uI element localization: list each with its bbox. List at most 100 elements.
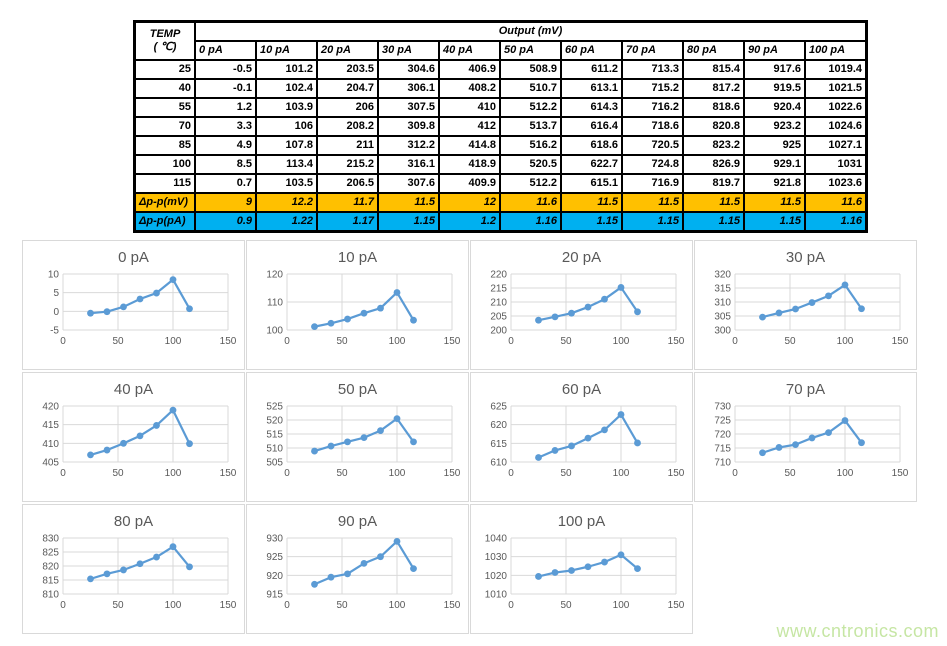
delta-value-cell: 11.5 xyxy=(377,192,440,213)
charts-grid: 0 pA -5 0 5 10 0 50 100 150 10 pA 100 110 120 0 50 100 1… xyxy=(22,240,926,634)
output-header-row: TEMP ( ℃) Output (mV) xyxy=(133,20,868,61)
chart-title: 70 pA xyxy=(785,381,826,398)
y-tick-label: 0 xyxy=(53,307,59,318)
x-tick-label: 50 xyxy=(112,468,124,479)
chart-70-pa: 70 pA 710 715 720 725 730 0 50 100 150 xyxy=(694,372,917,502)
delta-value-cell: 1.15 xyxy=(743,211,806,233)
output-value-cell: 819.7 xyxy=(682,173,745,194)
data-point-marker xyxy=(103,446,111,454)
y-tick-label: 710 xyxy=(714,458,731,469)
output-value-cell: 4.9 xyxy=(194,135,257,156)
data-point-marker xyxy=(327,573,335,581)
data-point-marker xyxy=(634,565,641,573)
chart-plot: 100 110 120 0 50 100 150 xyxy=(266,270,460,348)
table-row: 40 -0.1 102.4 204.7 306.1 408.2 510.7 613.1 715.… xyxy=(133,78,868,99)
data-point-marker xyxy=(808,434,816,442)
data-point-marker xyxy=(841,417,849,424)
output-value-cell: 615.1 xyxy=(560,173,623,194)
output-value-cell: 921.8 xyxy=(743,173,806,194)
output-value-cell: -0.5 xyxy=(194,59,257,80)
output-value-cell: 917.6 xyxy=(743,59,806,80)
output-table: TEMP ( ℃) Output (mV) 0 pA 10 pA 20 pA 30 p… xyxy=(133,20,868,233)
x-tick-label: 50 xyxy=(560,600,572,611)
data-point-marker xyxy=(377,304,384,312)
x-tick-label: 50 xyxy=(560,336,572,347)
output-value-cell: 1019.4 xyxy=(804,59,868,80)
x-tick-label: 50 xyxy=(784,336,796,347)
data-point-marker xyxy=(584,563,592,571)
delta-value-cell: 1.15 xyxy=(560,211,623,233)
output-value-cell: 412 xyxy=(438,116,501,137)
output-value-cell: 211 xyxy=(316,135,379,156)
output-value-cell: 215.2 xyxy=(316,154,379,175)
data-point-marker xyxy=(792,441,799,449)
data-point-marker xyxy=(136,560,144,568)
x-tick-label: 0 xyxy=(284,468,290,479)
chart-plot: 200 205 210 215 220 0 50 100 150 xyxy=(490,270,684,348)
x-tick-label: 0 xyxy=(284,336,290,347)
data-point-marker xyxy=(87,309,94,317)
y-tick-label: 310 xyxy=(714,298,731,309)
output-value-cell: 316.1 xyxy=(377,154,440,175)
temp-cell: 25 xyxy=(133,59,196,80)
table-row: 25 -0.5 101.2 203.5 304.6 406.9 508.9 611.2 713.… xyxy=(133,59,868,80)
data-point-marker xyxy=(551,313,559,321)
data-point-marker xyxy=(584,434,592,442)
chart-0-pa: 0 pA -5 0 5 10 0 50 100 150 xyxy=(22,240,245,370)
output-value-cell: 204.7 xyxy=(316,78,379,99)
delta-value-cell: 11.5 xyxy=(560,192,623,213)
y-tick-label: 730 xyxy=(714,402,731,413)
column-header-40-pa: 40 pA xyxy=(438,40,501,61)
x-tick-label: 150 xyxy=(220,600,237,611)
y-tick-label: 815 xyxy=(42,576,59,587)
data-point-marker xyxy=(87,451,94,459)
x-tick-label: 100 xyxy=(165,336,182,347)
output-value-cell: 103.9 xyxy=(255,97,318,118)
y-tick-label: 1010 xyxy=(485,590,508,601)
chart-title: 90 pA xyxy=(337,513,378,530)
output-value-cell: 408.2 xyxy=(438,78,501,99)
y-tick-label: 825 xyxy=(42,548,59,559)
column-header-70-pa: 70 pA xyxy=(621,40,684,61)
data-point-marker xyxy=(120,439,127,447)
output-value-cell: 1021.5 xyxy=(804,78,868,99)
chart-title: 40 pA xyxy=(113,381,154,398)
delta-value-cell: 11.5 xyxy=(743,192,806,213)
y-tick-label: 300 xyxy=(714,326,731,337)
output-value-cell: 1022.6 xyxy=(804,97,868,118)
y-tick-label: 520 xyxy=(266,416,283,427)
data-point-marker xyxy=(169,406,177,414)
x-tick-label: 100 xyxy=(837,468,854,479)
column-header-100-pa: 100 pA xyxy=(804,40,868,61)
data-point-marker xyxy=(792,305,799,313)
output-value-cell: 1031 xyxy=(804,154,868,175)
x-tick-label: 150 xyxy=(220,336,237,347)
output-value-cell: 3.3 xyxy=(194,116,257,137)
output-value-cell: 208.2 xyxy=(316,116,379,137)
column-header-80-pa: 80 pA xyxy=(682,40,745,61)
data-point-marker xyxy=(344,315,351,323)
x-tick-label: 150 xyxy=(668,600,685,611)
y-tick-label: 1020 xyxy=(485,571,508,582)
table-row: 70 3.3 106 208.2 309.8 412 513.7 616.4 718.6 820.… xyxy=(133,116,868,137)
data-point-marker xyxy=(841,281,849,289)
output-value-cell: 823.2 xyxy=(682,135,745,156)
output-value-cell: 304.6 xyxy=(377,59,440,80)
y-tick-label: 510 xyxy=(266,444,283,455)
output-value-cell: 815.4 xyxy=(682,59,745,80)
data-point-marker xyxy=(153,422,160,429)
data-point-marker xyxy=(551,447,559,454)
data-point-marker xyxy=(327,319,335,327)
y-tick-label: 410 xyxy=(42,439,59,450)
table-row: 100 8.5 113.4 215.2 316.1 418.9 520.5 622.7 724.… xyxy=(133,154,868,175)
output-value-cell: 113.4 xyxy=(255,154,318,175)
output-value-cell: 818.6 xyxy=(682,97,745,118)
y-tick-label: 220 xyxy=(490,270,507,281)
output-value-cell: 309.8 xyxy=(377,116,440,137)
output-value-cell: 107.8 xyxy=(255,135,318,156)
output-value-cell: 103.5 xyxy=(255,173,318,194)
table-row: 55 1.2 103.9 206 307.5 410 512.2 614.3 716.2 818.… xyxy=(133,97,868,118)
y-tick-label: 200 xyxy=(490,326,507,337)
x-tick-label: 50 xyxy=(784,468,796,479)
x-tick-label: 100 xyxy=(613,468,630,479)
